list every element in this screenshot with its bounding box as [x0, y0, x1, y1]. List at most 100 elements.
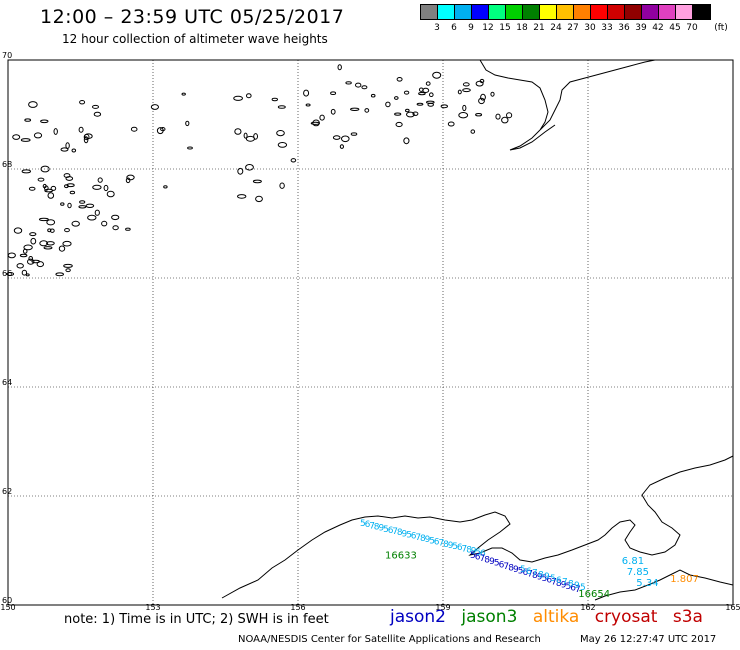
lake — [305, 103, 311, 107]
track-point-jason2: 7 — [575, 585, 581, 595]
lake — [126, 174, 135, 181]
lon-label: 156 — [290, 603, 305, 612]
track-value-label: 5.34 — [636, 578, 658, 589]
track-point-jason2-cyan: 9 — [544, 572, 550, 582]
lake — [22, 248, 28, 254]
track-point-jason2: 9 — [513, 565, 519, 575]
credit-line: NOAA/NESDIS Center for Satellite Applica… — [238, 634, 541, 645]
lake — [339, 144, 344, 149]
lake — [28, 186, 36, 191]
lake — [69, 190, 76, 195]
track-point-jason2-cyan: 8 — [568, 579, 574, 589]
lake — [43, 246, 53, 250]
legend-swatch-13 — [642, 5, 659, 19]
wave-height-legend: 3 6 9 12 15 18 21 24 27 30 33 36 39 42 45 70 (ft) — [420, 4, 728, 34]
lake — [111, 214, 120, 221]
lake — [364, 108, 370, 113]
lake — [255, 195, 263, 203]
lake — [39, 240, 49, 247]
lake — [341, 135, 350, 143]
lake — [112, 225, 119, 231]
lake — [65, 142, 70, 149]
lake — [246, 93, 252, 99]
lake — [432, 71, 442, 79]
lake — [71, 220, 80, 227]
track-point-jason3-low: 6 — [480, 549, 486, 559]
lake — [418, 92, 426, 96]
lake — [478, 97, 485, 105]
legend-unit: (ft) — [714, 23, 728, 33]
lake — [277, 142, 288, 148]
lake — [271, 97, 278, 102]
lake — [106, 190, 115, 198]
track-point-jason3-low: 5 — [429, 536, 435, 546]
lake — [394, 112, 402, 116]
map-grid — [8, 60, 733, 605]
lat-label: 60 — [2, 596, 12, 605]
lake — [7, 252, 16, 259]
lake — [12, 134, 21, 140]
lake — [97, 177, 103, 183]
map-frame — [7, 59, 734, 606]
lake — [38, 217, 49, 222]
lake — [58, 245, 66, 252]
coastline-east — [594, 569, 734, 601]
lake — [44, 188, 54, 193]
track-point-jason2: 8 — [508, 563, 514, 573]
lake — [79, 200, 86, 204]
track-point-jason3-low: 5 — [475, 548, 481, 558]
lake — [21, 169, 31, 174]
lake — [62, 240, 72, 247]
coastline-inlet — [509, 124, 556, 151]
track-point-jason2-cyan: 8 — [538, 570, 544, 580]
lat-label: 66 — [2, 269, 12, 278]
legend-ticks: 3 6 9 12 15 18 21 24 27 30 33 36 39 42 45 70 (ft) — [420, 20, 728, 34]
lake — [21, 269, 28, 276]
track-point-jason3-low: 9 — [471, 547, 477, 557]
coastline — [221, 59, 734, 601]
map-title: 12:00 – 23:59 UTC 05/25/2017 — [40, 6, 345, 28]
lake — [65, 176, 74, 181]
legend-tick: 36 — [618, 23, 630, 33]
track-value-label: 16633 — [385, 551, 417, 562]
lake — [480, 93, 486, 101]
legend-tick: 39 — [635, 23, 647, 33]
lake — [30, 237, 37, 245]
track-point-jason2: 9 — [537, 573, 543, 583]
lake — [475, 113, 483, 117]
track-point-jason2-cyan: 5 — [520, 565, 526, 575]
lake — [319, 114, 325, 121]
track-point-jason2: 6 — [475, 553, 481, 563]
track-value-labels: 6.817.855.34 1.807 16633 16654 — [385, 551, 699, 600]
lake — [44, 185, 49, 191]
lake — [87, 214, 97, 221]
lake — [125, 177, 131, 184]
track-point-jason2: 5 — [542, 574, 548, 584]
lake — [403, 90, 410, 95]
lake — [234, 128, 242, 135]
lon-label: 150 — [0, 603, 15, 612]
lake — [312, 119, 320, 127]
lake — [403, 137, 410, 145]
lake — [49, 228, 55, 233]
coastline-south — [221, 455, 734, 599]
lake — [28, 101, 38, 108]
lake — [462, 88, 471, 93]
lake — [185, 120, 190, 127]
track-value-label: 1.807 — [670, 574, 699, 585]
lake — [462, 104, 467, 112]
lake — [355, 82, 362, 88]
lake — [412, 111, 419, 116]
lake — [125, 227, 131, 231]
track-point-jason2-cyan: 9 — [574, 581, 580, 591]
lake — [303, 89, 310, 97]
lake — [156, 127, 164, 135]
lake — [330, 108, 336, 115]
track-point-jason3-low: 6 — [388, 526, 394, 536]
track-point-jason2: 8 — [484, 556, 490, 566]
sat-cryosat: cryosat — [594, 607, 658, 627]
lake — [20, 138, 31, 142]
track-point-jason2: 7 — [551, 577, 557, 587]
map-subtitle: 12 hour collection of altimeter wave hei… — [62, 32, 328, 46]
